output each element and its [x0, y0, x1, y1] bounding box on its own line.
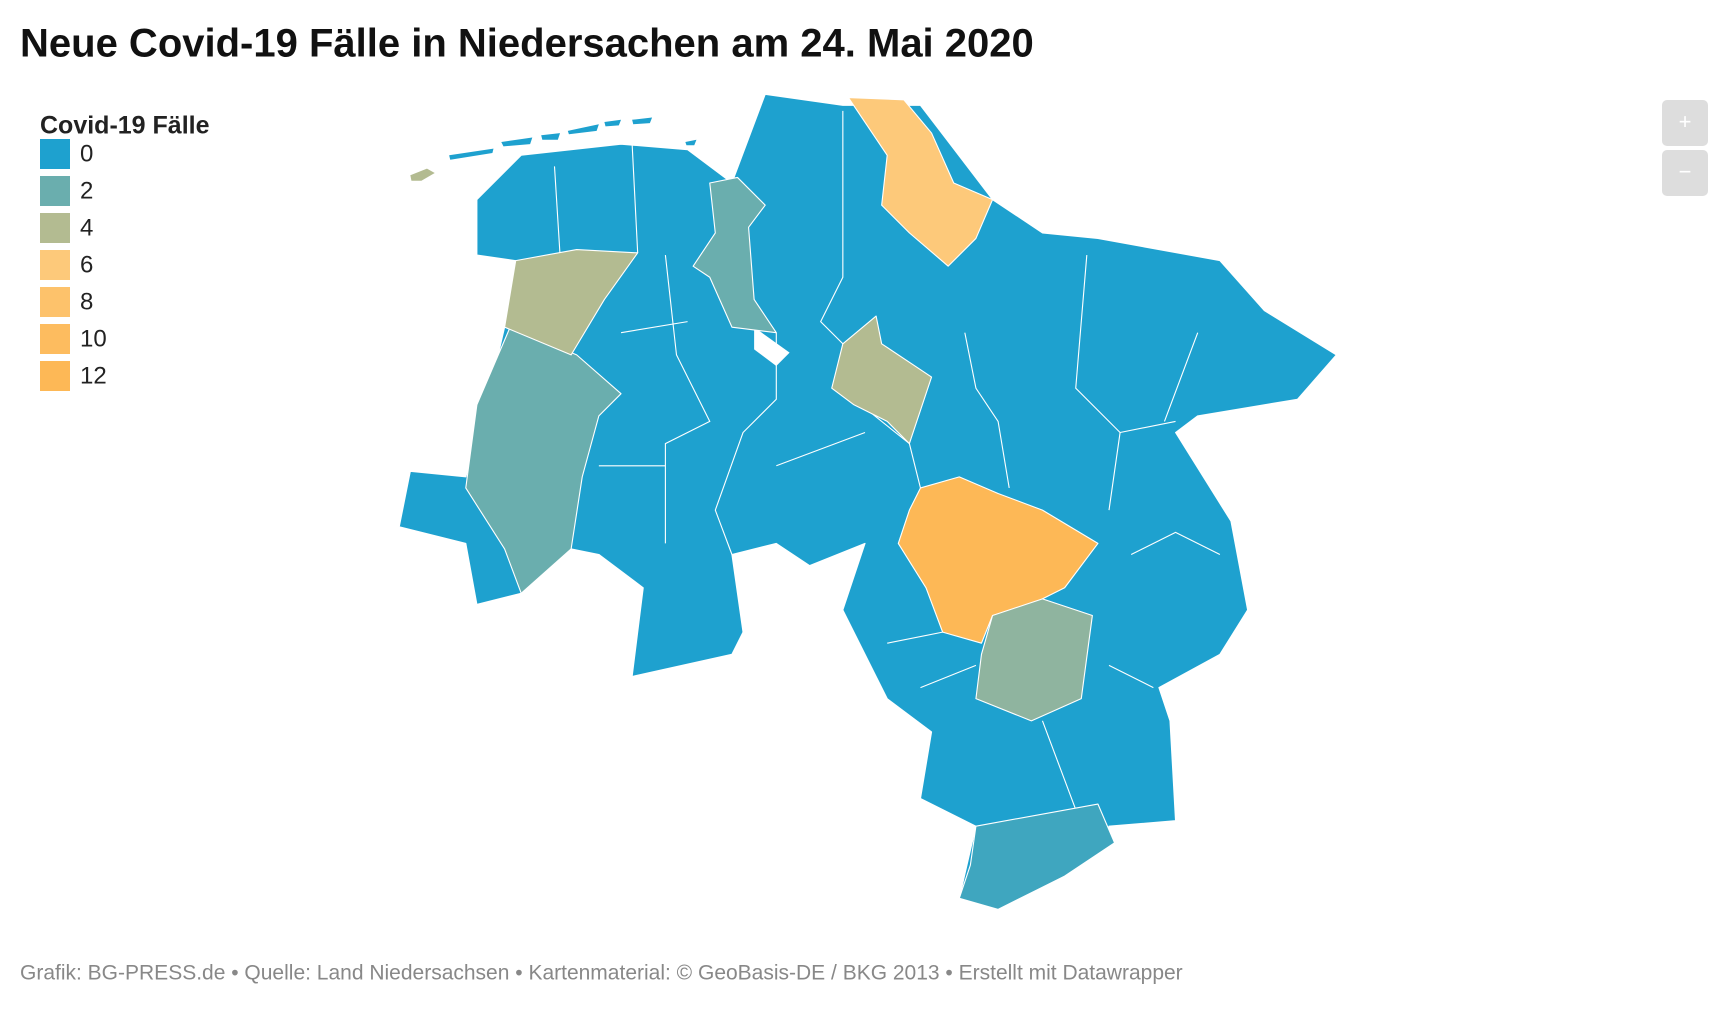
zoom-out-label[interactable]: − [1679, 159, 1692, 184]
zoom-in-bg[interactable] [1662, 100, 1708, 146]
title: Neue Covid-19 Fälle in Niedersachen am 2… [20, 22, 1034, 66]
legend-label: 12 [80, 362, 107, 389]
legend-label: 4 [80, 214, 93, 241]
legend-swatch [40, 139, 70, 169]
legend-swatch [40, 361, 70, 391]
zoom-out-button[interactable]: − [1662, 150, 1708, 196]
legend-label: 8 [80, 288, 93, 315]
legend-swatch [40, 287, 70, 317]
legend-label: 0 [80, 140, 93, 167]
legend-swatch [40, 213, 70, 243]
region [692, 176, 777, 334]
zoom-out-bg[interactable] [1662, 150, 1708, 196]
island [410, 168, 435, 181]
region [831, 315, 933, 445]
region [958, 803, 1116, 910]
legend-swatch [40, 250, 70, 280]
map [398, 93, 1337, 910]
legend-title: Covid-19 Fälle [40, 112, 210, 140]
legend: 0 2 4 6 8 10 12 [40, 139, 107, 391]
region [847, 97, 994, 267]
legend-label: 6 [80, 251, 93, 278]
zoom-in-button[interactable]: + [1662, 100, 1708, 146]
legend-swatch [40, 324, 70, 354]
region [465, 326, 622, 594]
river [754, 327, 790, 366]
islands [449, 117, 697, 160]
zoom-in-label[interactable]: + [1679, 109, 1692, 134]
region [975, 598, 1093, 722]
legend-label: 2 [80, 177, 93, 204]
footer: Grafik: BG-PRESS.de • Quelle: Land Niede… [20, 962, 1183, 985]
region [504, 248, 639, 356]
legend-label: 10 [80, 325, 107, 352]
legend-swatch [40, 176, 70, 206]
district-borders [553, 110, 1221, 810]
